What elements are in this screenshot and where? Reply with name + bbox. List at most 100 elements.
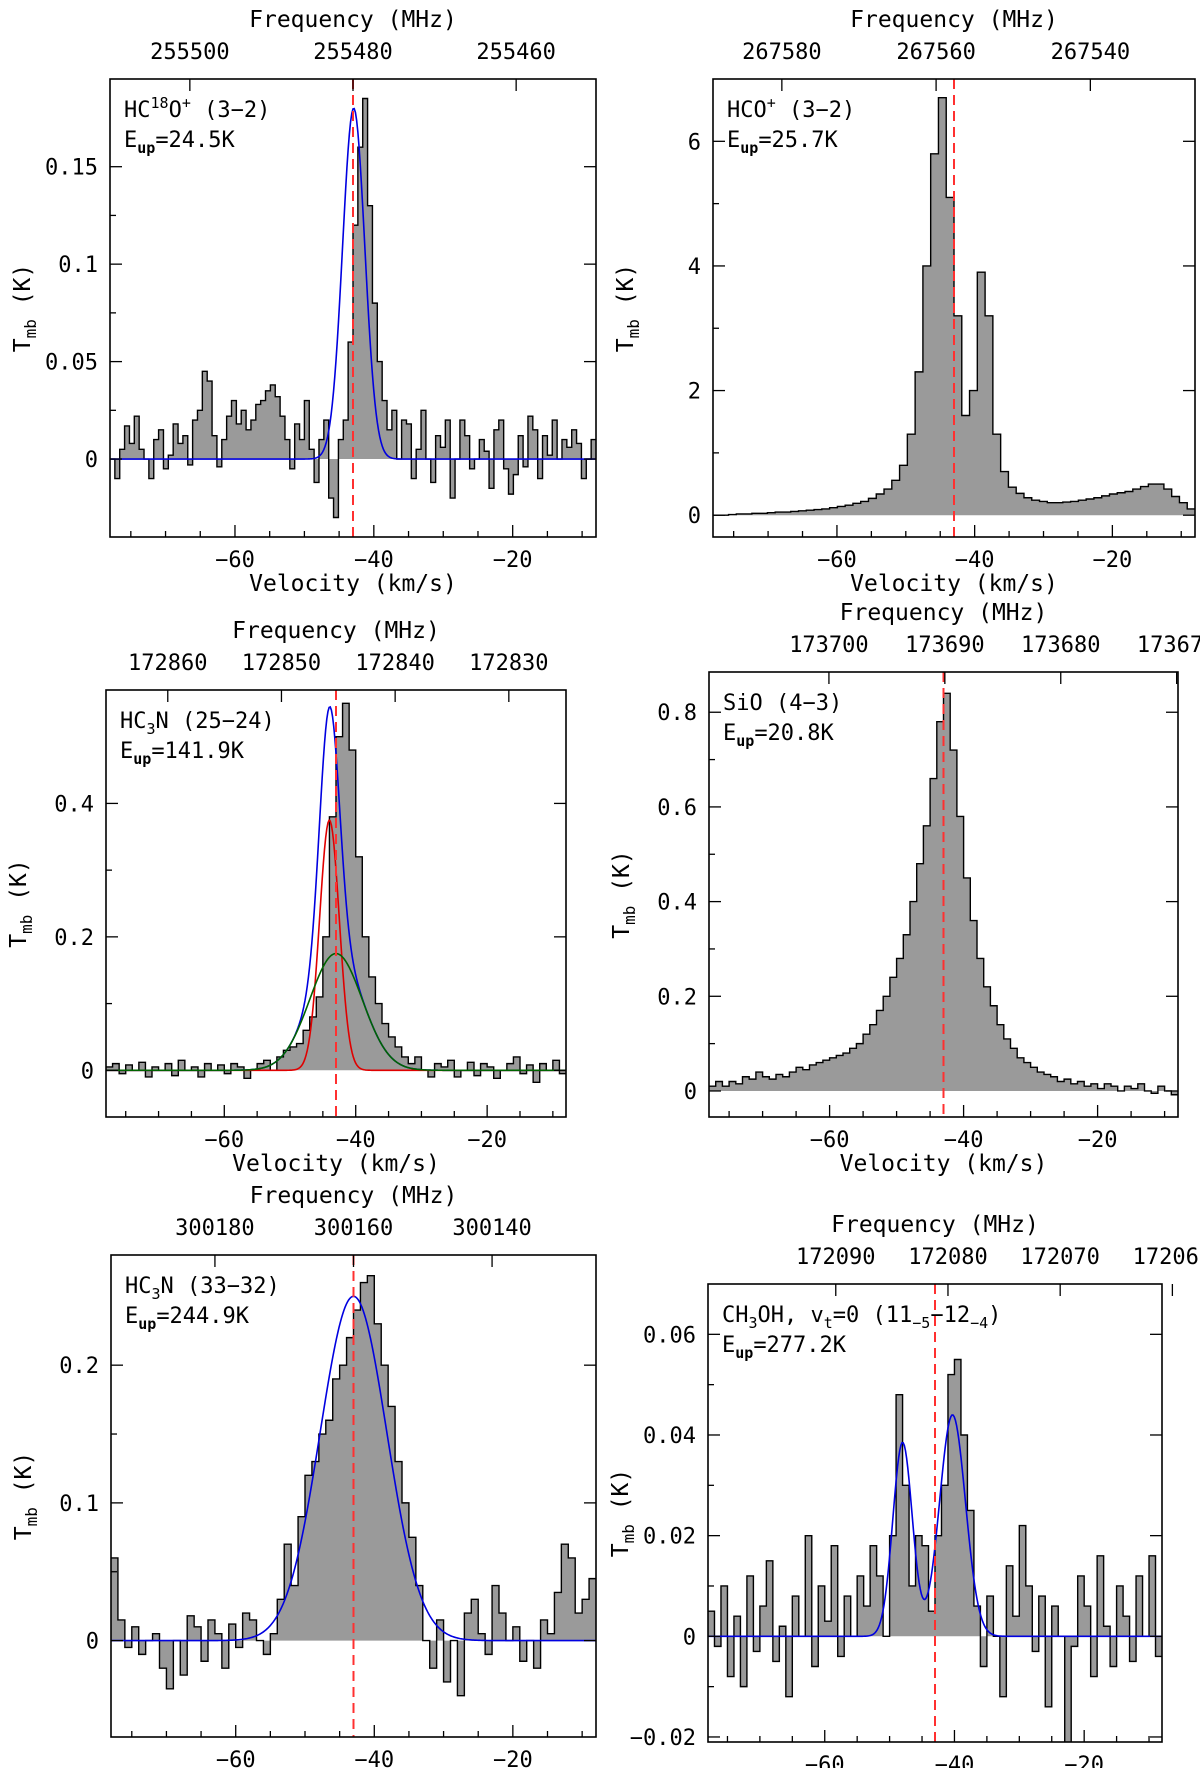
frequency-axis-title: Frequency (MHz) xyxy=(249,7,457,33)
panel-frame xyxy=(707,1283,1163,1743)
plot-area xyxy=(708,1284,1162,1742)
y-tick-label: 0.4 xyxy=(54,792,94,817)
histogram-fill xyxy=(709,693,1178,1095)
x-tick-label: −20 xyxy=(493,548,533,573)
y-tick-label: −0.02 xyxy=(630,1726,696,1751)
freq-tick-label: 172070 xyxy=(1020,1245,1099,1270)
x-tick-label: −60 xyxy=(817,548,857,573)
y-tick-label: 0.8 xyxy=(657,701,697,726)
frequency-axis-title: Frequency (MHz) xyxy=(831,1212,1039,1238)
spectrum-panel-5: −60 −40 −20 0 0.1 0.2 300180 300160 300140 Freque… xyxy=(11,1183,597,1768)
y-tick-label: 0 xyxy=(81,1059,94,1084)
histogram-outline xyxy=(110,97,596,519)
y-tick-label: 4 xyxy=(688,255,701,280)
freq-tick-label: 255500 xyxy=(150,40,229,65)
freq-tick-label: 173680 xyxy=(1021,633,1100,658)
y-tick-label: 6 xyxy=(688,130,701,155)
spectrum-panel-2: −60 −40 −20 0 2 4 6 267580 267560 267540 Frequency… xyxy=(613,7,1196,597)
freq-tick-label: 172090 xyxy=(796,1245,875,1270)
plot-area xyxy=(110,79,596,537)
freq-tick-label: 267560 xyxy=(896,40,975,65)
upper-energy-label: Eup=244.9K xyxy=(125,1304,250,1333)
y-tick-label: 0.2 xyxy=(54,926,94,951)
histogram-outline xyxy=(713,96,1195,516)
freq-tick-label: 172850 xyxy=(242,651,321,676)
x-tick-label: −40 xyxy=(354,1748,394,1768)
freq-tick-label: 255460 xyxy=(476,40,555,65)
freq-tick-label: 267580 xyxy=(742,40,821,65)
freq-tick-label: 173690 xyxy=(905,633,984,658)
y-tick-label: 0.06 xyxy=(643,1323,696,1348)
y-tick-label: 0.4 xyxy=(657,891,697,916)
freq-tick-label: 172840 xyxy=(355,651,434,676)
freq-tick-label: 300160 xyxy=(314,1216,393,1241)
frequency-axis-title: Frequency (MHz) xyxy=(232,618,440,644)
plot-area xyxy=(709,672,1178,1117)
panel-frame xyxy=(712,78,1196,538)
x-tick-label: −40 xyxy=(944,1128,984,1153)
panel-frame xyxy=(105,689,567,1118)
x-tick-label: −20 xyxy=(1092,548,1132,573)
freq-tick-label: 173670 xyxy=(1137,633,1200,658)
velocity-axis-title: Velocity (km/s) xyxy=(232,1151,440,1177)
plot-area xyxy=(111,1255,596,1737)
x-tick-label: −40 xyxy=(336,1128,376,1153)
y-tick-label: 0.1 xyxy=(58,253,98,278)
x-tick-label: −60 xyxy=(215,548,255,573)
freq-tick-label: 267540 xyxy=(1051,40,1130,65)
upper-energy-label: Eup=24.5K xyxy=(124,128,236,157)
histogram-fill xyxy=(106,703,566,1083)
upper-energy-label: Eup=25.7K xyxy=(727,128,839,157)
upper-energy-label: Eup=277.2K xyxy=(722,1333,847,1362)
frequency-axis-title: Frequency (MHz) xyxy=(840,600,1048,626)
molecule-label: HC3N (33−32) xyxy=(125,1274,280,1303)
y-tick-label: 0.04 xyxy=(643,1424,696,1449)
plot-area xyxy=(106,690,566,1117)
y-tick-label: 0.15 xyxy=(45,156,98,181)
y-tick-label: 0 xyxy=(684,1080,697,1105)
molecule-label: HC18O+ (3−2) xyxy=(124,94,270,123)
frequency-axis-title: Frequency (MHz) xyxy=(850,7,1058,33)
y-tick-label: 0.2 xyxy=(657,985,697,1010)
spectrum-panel-3: −60 −40 −20 0 0.2 0.4 172860 172850 172840 172830… xyxy=(6,618,567,1177)
x-tick-label: −40 xyxy=(354,548,394,573)
velocity-axis-title: Velocity (km/s) xyxy=(850,571,1058,597)
panel-frame xyxy=(708,671,1179,1118)
y-tick-label: 0.2 xyxy=(59,1354,99,1379)
y-tick-label: 0.1 xyxy=(59,1492,99,1517)
x-tick-label: −20 xyxy=(1078,1128,1118,1153)
y-axis-title: Tmb (K) xyxy=(10,264,40,353)
x-tick-label: −60 xyxy=(216,1748,256,1768)
freq-tick-label: 172830 xyxy=(469,651,548,676)
y-tick-label: 0 xyxy=(85,448,98,473)
frequency-axis-title: Frequency (MHz) xyxy=(250,1183,458,1209)
spectrum-panel-6: −60 −40 −20 −0.02 0 0.02 0.04 0.06 172090 172080 1… xyxy=(608,1212,1200,1768)
freq-tick-label: 172080 xyxy=(908,1245,987,1270)
y-tick-label: 0.02 xyxy=(643,1525,696,1550)
y-axis-title: Tmb (K) xyxy=(6,859,36,948)
molecule-label: CH3OH, vt=0 (11−5−12−4) xyxy=(722,1303,1001,1332)
upper-energy-label: Eup=20.8K xyxy=(723,721,835,750)
gaussian-fit-1 xyxy=(110,107,596,460)
y-tick-label: 0 xyxy=(86,1630,99,1655)
y-tick-label: 0 xyxy=(683,1625,696,1650)
x-tick-label: −40 xyxy=(955,548,995,573)
y-tick-label: 0.05 xyxy=(45,351,98,376)
freq-tick-label: 172860 xyxy=(128,651,207,676)
y-axis-title: Tmb (K) xyxy=(11,1452,41,1541)
x-tick-label: −40 xyxy=(935,1753,975,1768)
plot-area xyxy=(713,79,1195,537)
y-tick-label: 0.6 xyxy=(657,796,697,821)
upper-energy-label: Eup=141.9K xyxy=(120,739,245,768)
velocity-axis-title: Velocity (km/s) xyxy=(840,1151,1048,1177)
freq-tick-label: 173700 xyxy=(789,633,868,658)
spectrum-panel-1: −60 −40 −20 0 0.05 0.1 0.15 255500 255480 255460 F… xyxy=(10,7,597,597)
molecule-label: HCO+ (3−2) xyxy=(727,94,855,123)
freq-tick-label: 300180 xyxy=(175,1216,254,1241)
velocity-axis-title: Velocity (km/s) xyxy=(249,571,457,597)
x-tick-label: −60 xyxy=(810,1128,850,1153)
y-axis-title: Tmb (K) xyxy=(608,1469,638,1558)
y-tick-label: 2 xyxy=(688,380,701,405)
x-tick-label: −20 xyxy=(493,1748,533,1768)
